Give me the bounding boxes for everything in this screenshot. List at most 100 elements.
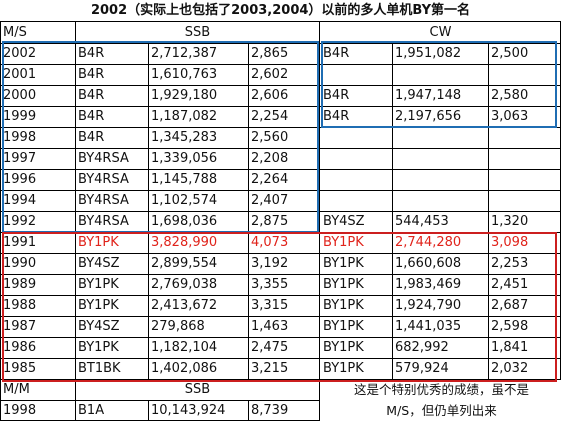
ssb-score: 1,182,104 bbox=[151, 340, 218, 355]
ssb-score: 2,712,387 bbox=[151, 46, 218, 61]
header-mm-ssb: SSB bbox=[184, 382, 211, 397]
header-mm: M/M bbox=[3, 382, 30, 397]
cw-score: 1,951,082 bbox=[395, 46, 462, 61]
ssb-callsign: B4R bbox=[78, 88, 105, 103]
cw-callsign bbox=[320, 169, 392, 190]
ssb-callsign: B4R bbox=[78, 109, 105, 124]
table-title: 2002（实际上也包括了2003,2004）以前的多人单机BY第一名 bbox=[0, 0, 561, 22]
ssb-callsign: BY4SZ bbox=[78, 319, 120, 334]
cw-qso: 2,500 bbox=[491, 46, 529, 61]
ssb-score: 2,769,038 bbox=[151, 277, 218, 292]
row-year: 1985 bbox=[3, 361, 37, 376]
ssb-qso: 2,208 bbox=[251, 151, 289, 166]
cw-callsign: B4R bbox=[323, 46, 350, 61]
cw-score: 2,744,280 bbox=[395, 235, 462, 250]
col-divider bbox=[148, 43, 149, 379]
cw-score: 2,197,656 bbox=[395, 109, 462, 124]
cw-callsign bbox=[320, 127, 392, 148]
col-divider bbox=[392, 43, 393, 379]
col-divider bbox=[75, 22, 76, 43]
cw-score: 1,983,469 bbox=[395, 277, 462, 292]
cw-callsign: BY1PK bbox=[323, 340, 364, 355]
row-year: 1997 bbox=[3, 151, 37, 166]
ssb-callsign: BY1PK bbox=[78, 277, 119, 292]
mm-score: 10,143,924 bbox=[151, 403, 226, 418]
ssb-score: 3,828,990 bbox=[151, 235, 218, 250]
row-divider bbox=[0, 169, 561, 170]
cw-qso: 2,687 bbox=[491, 298, 529, 313]
cw-callsign: B4R bbox=[323, 88, 350, 103]
cw-qso bbox=[488, 190, 561, 211]
cw-qso: 3,098 bbox=[491, 235, 529, 250]
row-year: 1989 bbox=[3, 277, 37, 292]
note-line-1: 这是个特别优秀的成绩，虽不是 bbox=[353, 382, 529, 397]
col-divider bbox=[0, 22, 1, 421]
row-divider bbox=[0, 43, 561, 44]
row-divider bbox=[0, 400, 320, 401]
row-divider bbox=[0, 379, 561, 380]
row-divider bbox=[0, 127, 561, 128]
cw-callsign: BY1PK bbox=[323, 361, 364, 376]
cw-callsign bbox=[320, 190, 392, 211]
row-divider bbox=[0, 274, 561, 275]
cw-qso: 2,598 bbox=[491, 319, 529, 334]
cw-qso: 2,580 bbox=[491, 88, 529, 103]
cw-qso: 2,032 bbox=[491, 361, 529, 376]
cw-callsign: BY4SZ bbox=[323, 214, 365, 229]
cw-score: 544,453 bbox=[395, 214, 449, 229]
header-cw: CW bbox=[429, 25, 452, 40]
cw-callsign: B4R bbox=[323, 109, 350, 124]
row-year: 1999 bbox=[3, 109, 37, 124]
cw-score: 579,924 bbox=[395, 361, 449, 376]
col-divider bbox=[75, 379, 76, 400]
col-divider bbox=[248, 43, 249, 379]
ssb-qso: 2,264 bbox=[251, 172, 289, 187]
cw-qso bbox=[488, 64, 561, 85]
col-divider bbox=[319, 22, 320, 421]
row-year: 1986 bbox=[3, 340, 37, 355]
cw-qso: 1,841 bbox=[491, 340, 529, 355]
ssb-score: 1,610,763 bbox=[151, 67, 218, 82]
cw-callsign: BY1PK bbox=[323, 235, 364, 250]
ssb-score: 1,402,086 bbox=[151, 361, 218, 376]
header-ms: M/S bbox=[3, 25, 27, 40]
cw-score bbox=[392, 190, 488, 211]
cw-score: 682,992 bbox=[395, 340, 449, 355]
ssb-callsign: BY4SZ bbox=[78, 256, 120, 271]
cw-qso: 2,451 bbox=[491, 277, 529, 292]
cw-score bbox=[392, 64, 488, 85]
ssb-score: 1,145,788 bbox=[151, 172, 218, 187]
col-divider bbox=[488, 43, 489, 379]
ssb-score: 279,868 bbox=[151, 319, 205, 334]
cw-callsign: BY1PK bbox=[323, 277, 364, 292]
ssb-qso: 3,355 bbox=[251, 277, 289, 292]
ssb-qso: 3,315 bbox=[251, 298, 289, 313]
note-line-2: M/S，但仍单列出来 bbox=[386, 403, 497, 418]
ssb-qso: 4,073 bbox=[251, 235, 289, 250]
ssb-qso: 2,602 bbox=[251, 67, 289, 82]
ssb-qso: 3,192 bbox=[251, 256, 289, 271]
row-divider bbox=[0, 85, 561, 86]
col-divider bbox=[248, 400, 249, 421]
ssb-qso: 2,407 bbox=[251, 193, 289, 208]
cw-qso bbox=[488, 127, 561, 148]
ssb-score: 1,187,082 bbox=[151, 109, 218, 124]
ssb-callsign: BY1PK bbox=[78, 340, 119, 355]
row-year: 1992 bbox=[3, 214, 37, 229]
cw-score bbox=[392, 127, 488, 148]
ssb-qso: 2,560 bbox=[251, 130, 289, 145]
ssb-qso: 2,865 bbox=[251, 46, 289, 61]
cw-qso: 1,320 bbox=[491, 214, 529, 229]
cw-score: 1,441,035 bbox=[395, 319, 462, 334]
row-year: 2000 bbox=[3, 88, 37, 103]
cw-callsign bbox=[320, 64, 392, 85]
row-year: 1988 bbox=[3, 298, 37, 313]
mm-callsign: B1A bbox=[78, 403, 105, 418]
ssb-callsign: B4R bbox=[78, 67, 105, 82]
ssb-qso: 3,215 bbox=[251, 361, 289, 376]
cw-qso bbox=[488, 148, 561, 169]
cw-callsign bbox=[320, 148, 392, 169]
cw-callsign: BY1PK bbox=[323, 319, 364, 334]
col-divider bbox=[75, 43, 76, 421]
cw-score: 1,660,608 bbox=[395, 256, 462, 271]
